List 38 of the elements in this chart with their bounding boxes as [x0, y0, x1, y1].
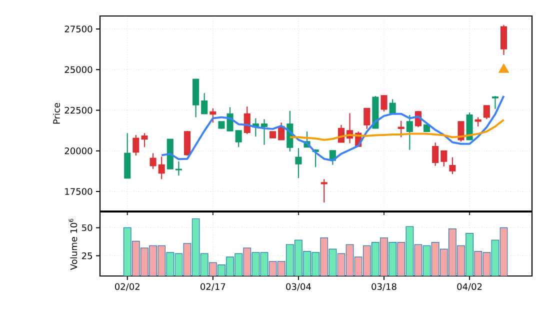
y-tick-label: 27500: [64, 26, 92, 32]
candlestick: [440, 150, 448, 168]
candlestick: [406, 114, 413, 150]
x-tick-label: 02/02: [115, 283, 140, 291]
candlestick: [449, 156, 456, 175]
y-tick-label: 20000: [64, 147, 92, 154]
candlestick: [432, 142, 439, 166]
y-axis-title: Volume 10$^{6}$: [68, 218, 78, 270]
candlestick: [500, 24, 508, 56]
x-tick-label: 03/18: [372, 283, 396, 291]
candlestick: [132, 134, 140, 156]
candlestick: [184, 130, 191, 156]
x-tick-label: 04/02: [457, 283, 482, 291]
candlestick: [398, 120, 404, 138]
candlestick: [141, 132, 148, 148]
candlestick: [364, 108, 370, 130]
candlestick: [210, 108, 216, 124]
candlestick: [278, 122, 285, 140]
y-tick-label: 25000: [64, 66, 92, 74]
candlestick: [380, 94, 388, 112]
candlestick: [295, 148, 302, 179]
y-tick-label: 25: [82, 252, 92, 260]
candlestick: [235, 130, 242, 148]
candlestick: [492, 95, 498, 110]
candlestick: [175, 160, 182, 176]
candlestick: [260, 118, 268, 146]
candlestick: [158, 156, 165, 180]
candlestick: [389, 98, 396, 114]
x-tick-label: 02/17: [200, 283, 226, 291]
x-tick-label: 03/04: [286, 283, 311, 291]
candlestick: [201, 92, 208, 114]
y-tick-label: 22500: [64, 106, 92, 114]
y-tick-label: 50: [82, 224, 92, 232]
candlestick: [483, 104, 490, 120]
y-tick-label: 17500: [65, 188, 92, 195]
y-axis-title: Price: [53, 102, 60, 124]
candlestick: [320, 178, 328, 204]
candlestick: [150, 152, 156, 170]
